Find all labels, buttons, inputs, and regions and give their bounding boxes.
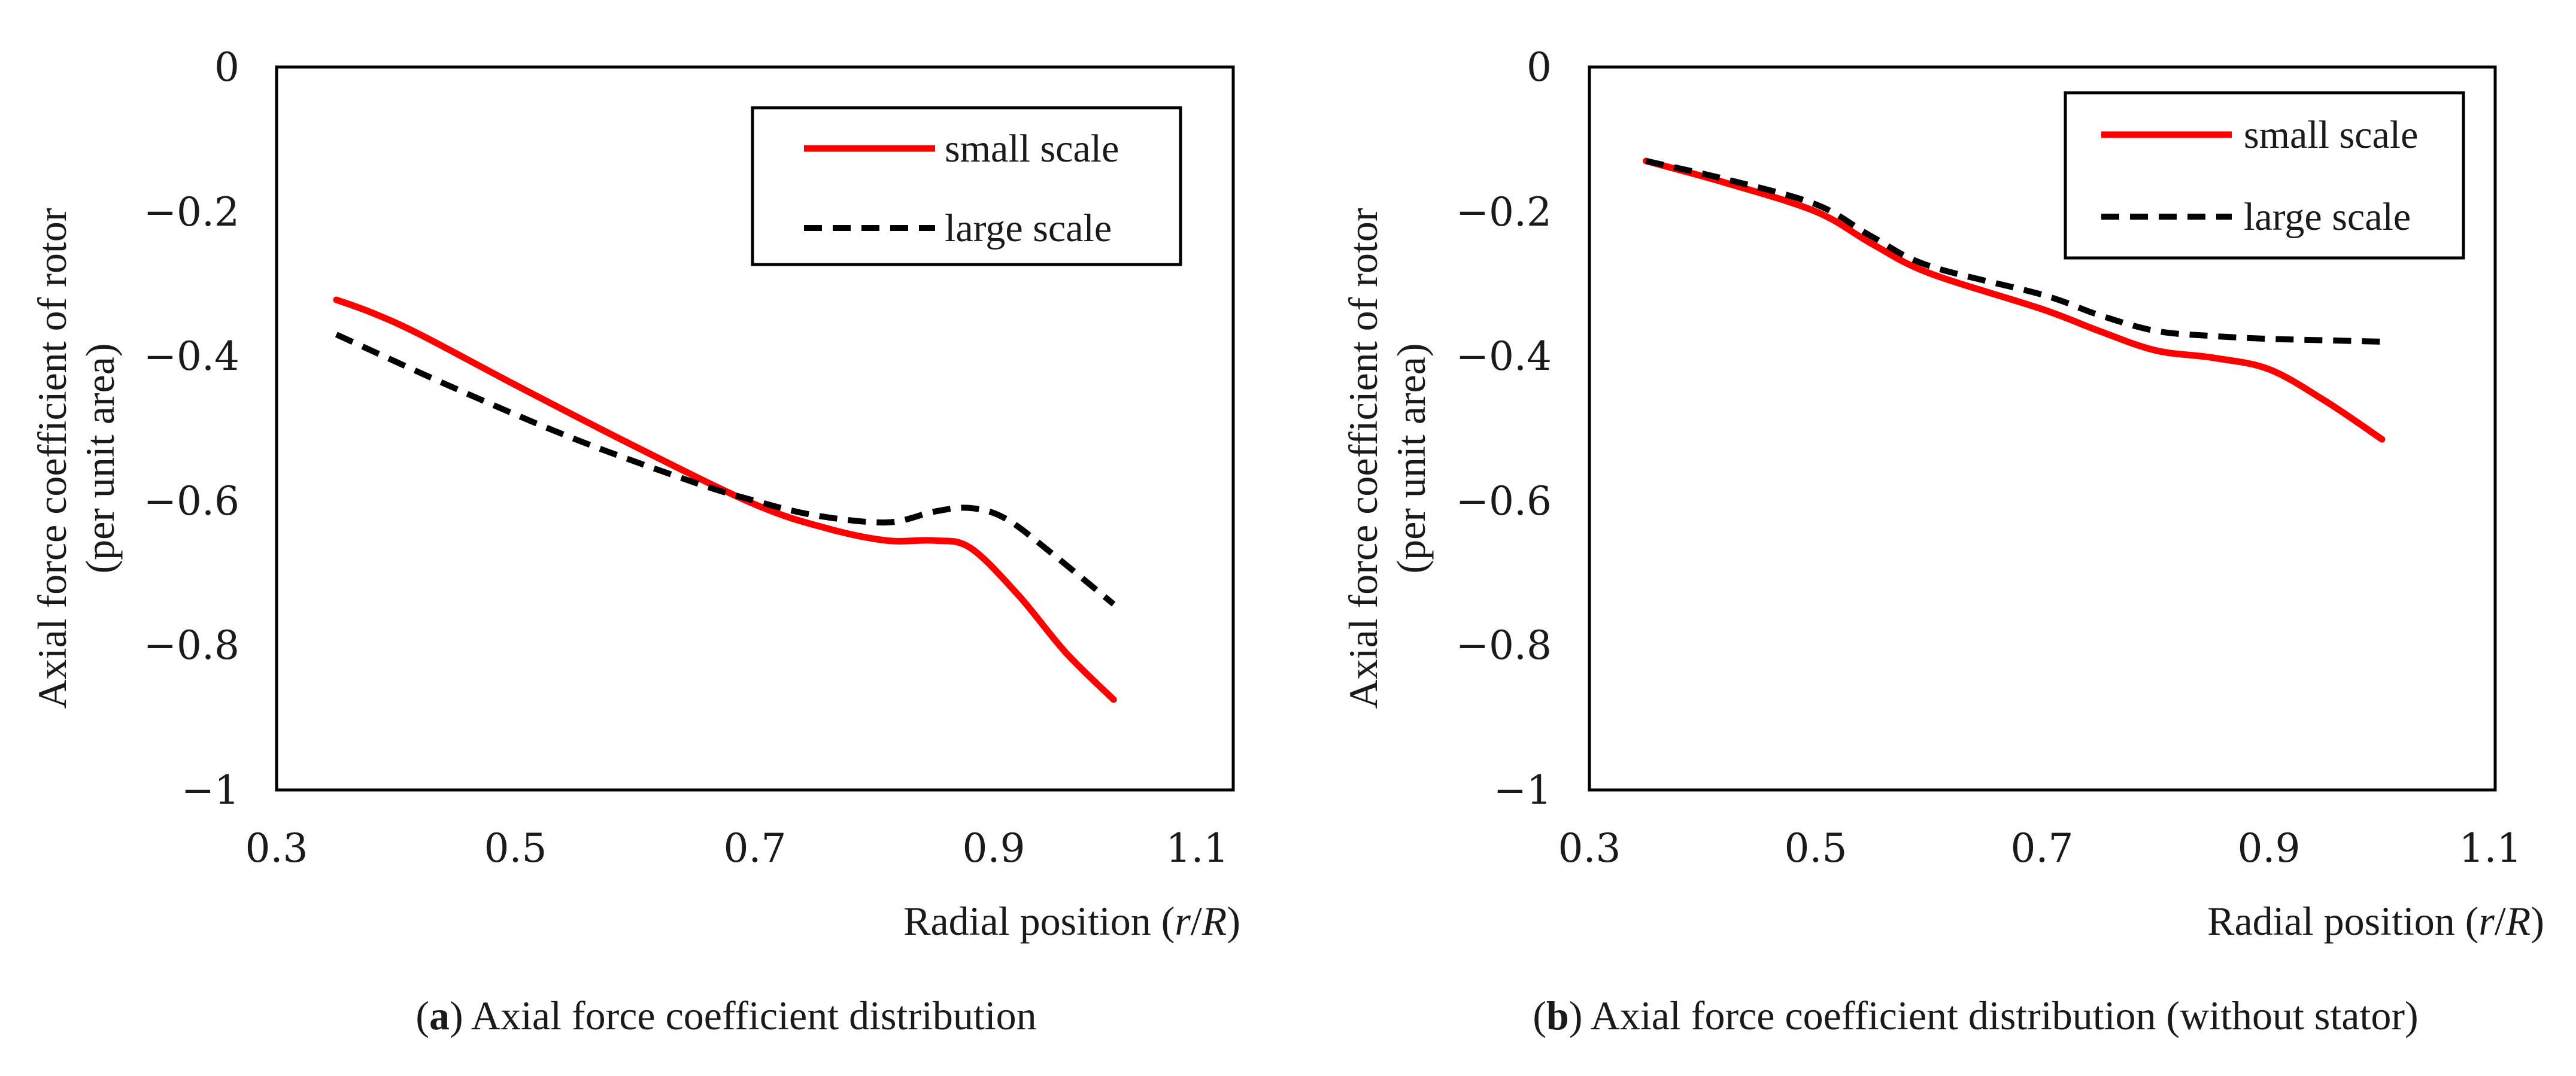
chart-b-xlabel-text: Radial position ( <box>2207 898 2478 944</box>
chart-b-ytick-label: −0.8 <box>1456 622 1552 668</box>
chart-a-y-axis-title: Axial force coefficient of rotor(per uni… <box>29 208 123 709</box>
chart-a-legend: small scale large scale <box>751 106 1182 266</box>
chart-a-legend-box <box>751 106 1182 266</box>
chart-b-xlabel-var2: R <box>2505 898 2531 944</box>
chart-b-xtick-label: 0.9 <box>2238 825 2301 871</box>
chart-a-xtick-label: 0.9 <box>963 825 1025 871</box>
chart-b-ytick-label: 0 <box>1527 44 1552 90</box>
chart-b-xlabel-close: ) <box>2531 898 2544 944</box>
chart-a-ytick-label: −1 <box>181 767 239 813</box>
chart-b-caption-letter: b <box>1546 993 1569 1038</box>
chart-a-y-ticks: 0 −0.2 −0.4 −0.6 −0.8 −1 <box>144 44 239 813</box>
chart-b-x-axis-title: Radial position (r/R) <box>2207 898 2544 944</box>
chart-a-x-axis-title: Radial position (r/R) <box>903 898 1240 944</box>
chart-b-caption: (b) Axial force coefficient distribution… <box>1533 993 2418 1038</box>
chart-b-caption-close: ) <box>1569 993 1583 1038</box>
chart-b-x-ticks: 0.3 0.5 0.7 0.9 1.1 <box>1558 825 2522 871</box>
chart-a-xlabel-slash: / <box>1191 898 1202 944</box>
chart-b-ytick-label: −0.6 <box>1456 478 1552 524</box>
chart-b-xtick-label: 0.5 <box>1785 825 1847 871</box>
chart-a-caption-text: Axial force coefficient distribution <box>463 993 1037 1038</box>
chart-b-y-ticks: 0 −0.2 −0.4 −0.6 −0.8 −1 <box>1456 44 1552 813</box>
chart-a-caption-open: ( <box>415 993 429 1038</box>
chart-b-legend: small scale large scale <box>2064 91 2465 260</box>
chart-a-ytick-label: −0.2 <box>144 189 239 235</box>
chart-a-ytick-label: 0 <box>214 44 239 90</box>
chart-b-ytick-label: −1 <box>1494 767 1552 813</box>
chart-a: 0 −0.2 −0.4 −0.6 −0.8 −1 0.3 0.5 0.7 0.9… <box>29 44 1240 1038</box>
chart-b-legend-label-small-scale: small scale <box>2244 113 2418 157</box>
chart-b-ylabel-line2: (per unit area) <box>1388 343 1434 573</box>
chart-b-legend-label-large-scale: large scale <box>2244 195 2411 239</box>
chart-a-ytick-label: −0.6 <box>144 478 239 524</box>
chart-a-xtick-label: 0.3 <box>245 825 308 871</box>
chart-a-series-large-scale-line <box>335 332 1116 607</box>
chart-a-xtick-label: 0.7 <box>724 825 787 871</box>
chart-a-xlabel-text: Radial position ( <box>903 898 1175 944</box>
chart-a-legend-label-large-scale: large scale <box>945 206 1112 250</box>
chart-a-ylabel-line1: Axial force coefficient of rotor <box>29 208 75 709</box>
chart-b-ytick-label: −0.2 <box>1456 189 1552 235</box>
chart-b-xtick-label: 0.3 <box>1558 825 1621 871</box>
chart-a-xlabel-close: ) <box>1227 898 1240 944</box>
chart-b-xlabel-var1: r <box>2478 898 2495 944</box>
chart-b-y-axis-title: Axial force coefficient of rotor(per uni… <box>1340 208 1434 709</box>
chart-b-ylabel-line1: Axial force coefficient of rotor <box>1340 208 1386 709</box>
chart-a-series-small-scale-line <box>333 296 1117 703</box>
chart-a-xlabel-var1: r <box>1175 898 1191 944</box>
chart-b-xtick-label: 0.7 <box>2011 825 2074 871</box>
chart-a-caption-letter: a <box>429 993 450 1038</box>
chart-a-ytick-label: −0.4 <box>144 333 239 379</box>
chart-a-xtick-label: 0.5 <box>484 825 547 871</box>
chart-b-caption-open: ( <box>1533 993 1546 1038</box>
chart-a-ytick-label: −0.8 <box>144 622 239 668</box>
chart-a-ylabel-line2: (per unit area) <box>77 343 123 573</box>
chart-a-xtick-label: 1.1 <box>1166 825 1229 871</box>
chart-a-caption-close: ) <box>450 993 463 1038</box>
chart-b-caption-text: Axial force coefficient distribution (wi… <box>1582 993 2418 1038</box>
chart-a-legend-label-small-scale: small scale <box>945 127 1119 171</box>
chart-b-xlabel-slash: / <box>2495 898 2506 944</box>
chart-a-xlabel-var2: R <box>1201 898 1227 944</box>
chart-a-series <box>333 296 1117 703</box>
chart-b-series <box>1643 157 2386 443</box>
chart-b-series-small-scale-line <box>1643 157 2386 443</box>
chart-a-x-ticks: 0.3 0.5 0.7 0.9 1.1 <box>245 825 1229 871</box>
chart-b-legend-box <box>2064 91 2465 260</box>
chart-b-ytick-label: −0.4 <box>1456 333 1552 379</box>
chart-b: 0 −0.2 −0.4 −0.6 −0.8 −1 0.3 0.5 0.7 0.9… <box>1340 44 2544 1038</box>
chart-a-caption: (a) Axial force coefficient distribution <box>415 993 1036 1038</box>
chart-b-xtick-label: 1.1 <box>2459 825 2522 871</box>
chart-b-series-large-scale-line <box>1645 158 2383 345</box>
